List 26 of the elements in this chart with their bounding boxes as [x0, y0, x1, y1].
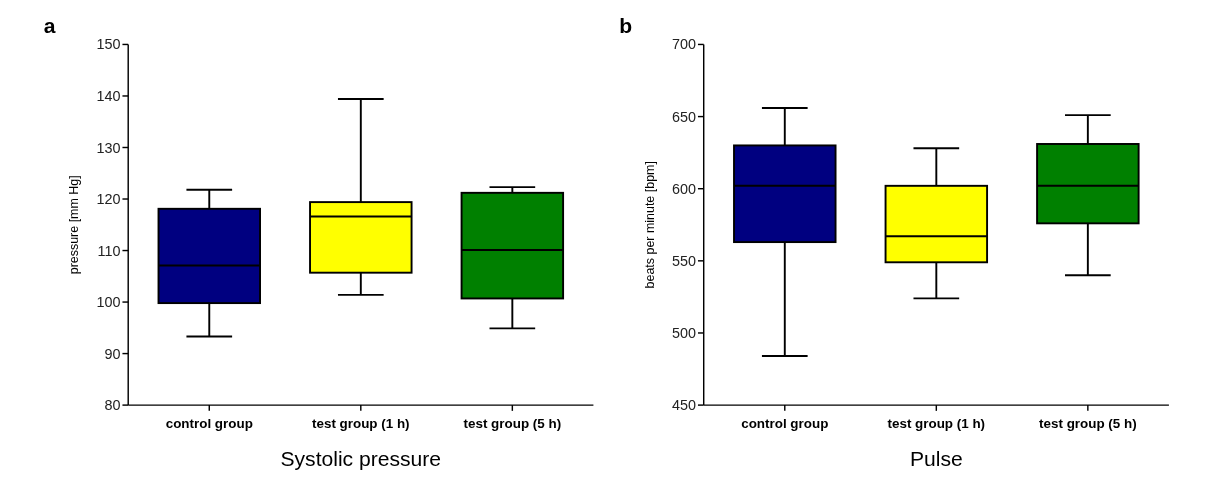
y-tick-label: 600 [672, 180, 697, 197]
y-tick-label: 100 [96, 294, 121, 311]
y-tick-label: 90 [104, 345, 121, 362]
x-tick-label: control group [165, 416, 253, 432]
y-axis-title: beats per minute [bpm] [642, 161, 657, 289]
y-tick-label: 140 [96, 88, 121, 105]
text: b [619, 13, 633, 37]
x-tick-label: control group [741, 416, 829, 432]
y-tick-label: 700 [672, 36, 697, 53]
y-tick-label: 550 [672, 252, 697, 269]
y-tick-label: 650 [672, 108, 697, 125]
y-tick-label: 120 [96, 191, 121, 208]
y-tick-label: 80 [104, 397, 121, 414]
x-tick-label: test group (5 h) [1039, 416, 1137, 432]
y-tick-label: 500 [672, 325, 697, 342]
y-tick-label: 150 [96, 36, 121, 53]
text: a [43, 13, 56, 37]
x-tick-label: test group (5 h) [463, 416, 562, 432]
x-tick-label: test group (1 h) [887, 416, 986, 432]
x-axis-title: Systolic pressure [280, 447, 442, 471]
x-axis-title: Pulse [909, 447, 963, 471]
y-tick-label: 130 [96, 139, 121, 156]
y-tick-label: 110 [97, 242, 121, 259]
y-axis-title: pressure [mm Hg] [67, 175, 82, 275]
x-tick-label: test group (1 h) [312, 416, 410, 432]
y-tick-label: 450 [672, 397, 697, 414]
